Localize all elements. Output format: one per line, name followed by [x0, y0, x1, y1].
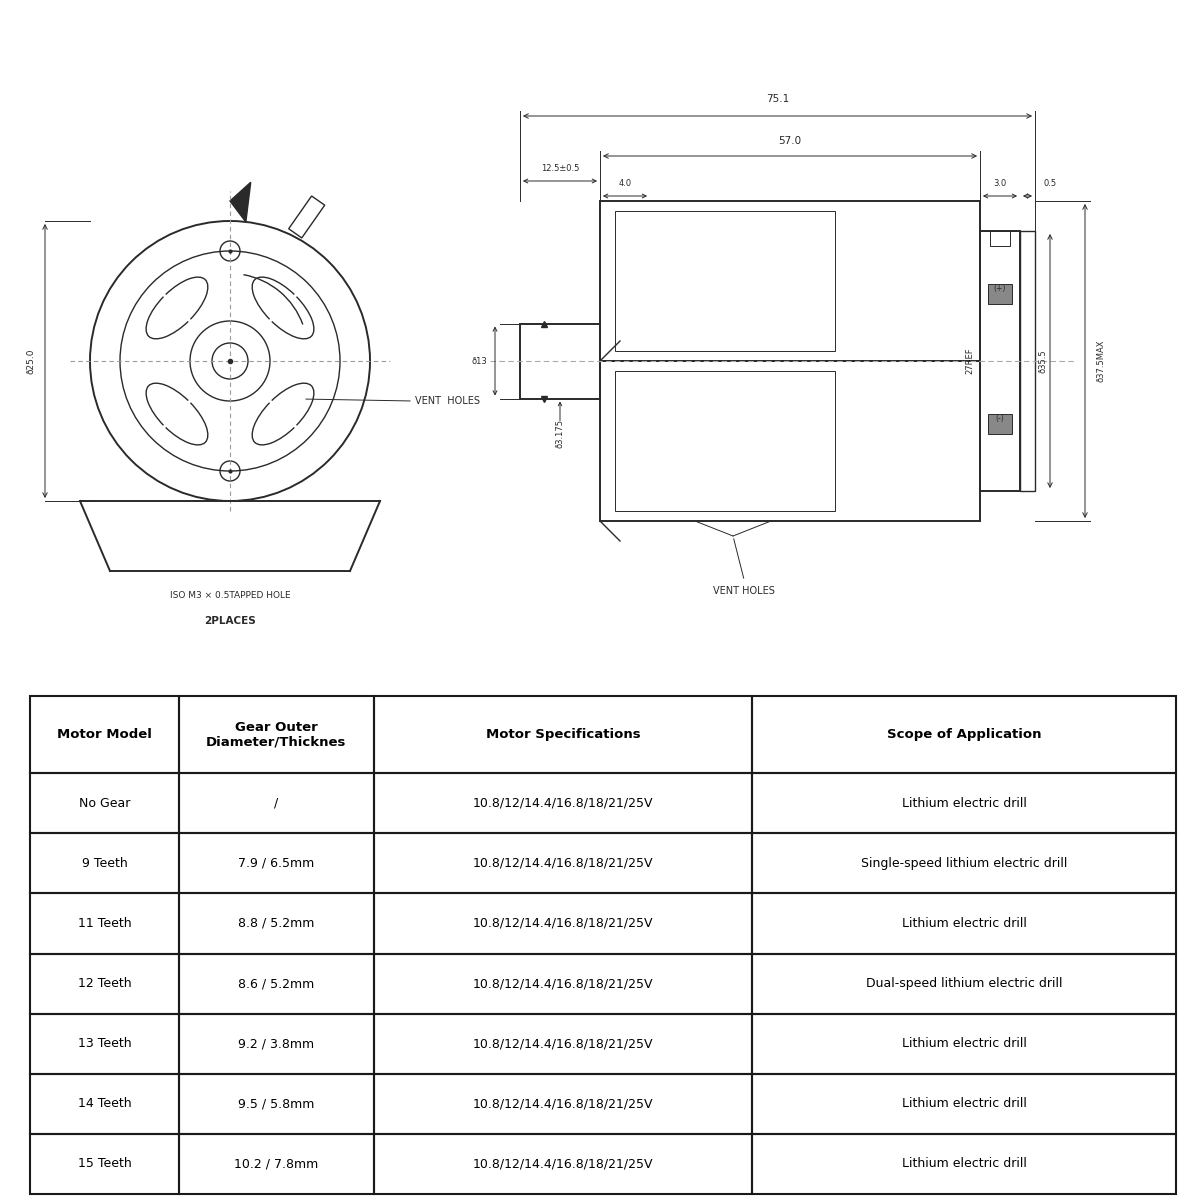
Text: 15 Teeth: 15 Teeth: [78, 1158, 131, 1170]
Text: 75.1: 75.1: [766, 94, 790, 104]
Text: 10.8/12/14.4/16.8/18/21/25V: 10.8/12/14.4/16.8/18/21/25V: [473, 1158, 653, 1170]
Bar: [752, 1134, 1176, 1194]
Bar: [30, 696, 179, 773]
Text: 10.8/12/14.4/16.8/18/21/25V: 10.8/12/14.4/16.8/18/21/25V: [473, 857, 653, 870]
Text: 0.5: 0.5: [1044, 179, 1056, 188]
Bar: [616, 371, 835, 511]
Text: 10.8/12/14.4/16.8/18/21/25V: 10.8/12/14.4/16.8/18/21/25V: [473, 797, 653, 810]
Text: 9 Teeth: 9 Teeth: [82, 857, 127, 870]
Bar: [30, 894, 179, 954]
Bar: [1020, 230, 1034, 491]
Text: No Gear: No Gear: [79, 797, 130, 810]
Bar: [752, 1074, 1176, 1134]
Bar: [752, 954, 1176, 1014]
Text: 14 Teeth: 14 Teeth: [78, 1097, 131, 1110]
Text: Lithium electric drill: Lithium electric drill: [901, 797, 1026, 810]
Text: 10.8/12/14.4/16.8/18/21/25V: 10.8/12/14.4/16.8/18/21/25V: [473, 1097, 653, 1110]
Text: (-): (-): [996, 414, 1004, 422]
Text: 2PLACES: 2PLACES: [204, 616, 256, 626]
Text: Motor Model: Motor Model: [58, 728, 152, 742]
Text: ð3.175: ð3.175: [556, 419, 564, 448]
Bar: [374, 1134, 752, 1194]
Text: 9.2 / 3.8mm: 9.2 / 3.8mm: [239, 1037, 314, 1050]
Text: 3.0: 3.0: [994, 179, 1007, 188]
Bar: [30, 833, 179, 894]
Polygon shape: [230, 182, 251, 222]
Text: 57.0: 57.0: [779, 136, 802, 146]
Text: ð37.5MAX: ð37.5MAX: [1097, 340, 1106, 383]
Bar: [752, 894, 1176, 954]
Text: 10.8/12/14.4/16.8/18/21/25V: 10.8/12/14.4/16.8/18/21/25V: [473, 917, 653, 930]
Text: ð25.0: ð25.0: [26, 348, 35, 373]
Bar: [179, 954, 374, 1014]
Bar: [179, 894, 374, 954]
Text: Lithium electric drill: Lithium electric drill: [901, 917, 1026, 930]
Bar: [289, 196, 325, 238]
Bar: [179, 696, 374, 773]
Text: Lithium electric drill: Lithium electric drill: [901, 1097, 1026, 1110]
Text: 9.5 / 5.8mm: 9.5 / 5.8mm: [239, 1097, 314, 1110]
Bar: [374, 954, 752, 1014]
Text: 8.6 / 5.2mm: 8.6 / 5.2mm: [239, 977, 314, 990]
Text: Single-speed lithium electric drill: Single-speed lithium electric drill: [860, 857, 1067, 870]
Bar: [30, 1134, 179, 1194]
Text: 8.8 / 5.2mm: 8.8 / 5.2mm: [239, 917, 314, 930]
Text: Gear Outer
Diameter/Thicknes: Gear Outer Diameter/Thicknes: [206, 720, 347, 749]
Text: 27REF: 27REF: [966, 348, 974, 374]
Text: 12.5±0.5: 12.5±0.5: [541, 164, 580, 173]
Bar: [30, 773, 179, 833]
Bar: [752, 773, 1176, 833]
Bar: [520, 324, 600, 398]
Text: 13 Teeth: 13 Teeth: [78, 1037, 131, 1050]
Bar: [988, 283, 1012, 304]
Text: Lithium electric drill: Lithium electric drill: [901, 1158, 1026, 1170]
Text: VENT  HOLES: VENT HOLES: [415, 396, 480, 406]
Text: /: /: [275, 797, 278, 810]
Bar: [374, 1074, 752, 1134]
Text: 11 Teeth: 11 Teeth: [78, 917, 131, 930]
Text: 10.8/12/14.4/16.8/18/21/25V: 10.8/12/14.4/16.8/18/21/25V: [473, 1037, 653, 1050]
Text: 12 Teeth: 12 Teeth: [78, 977, 131, 990]
Text: Dual-speed lithium electric drill: Dual-speed lithium electric drill: [865, 977, 1062, 990]
Bar: [374, 773, 752, 833]
Bar: [374, 696, 752, 773]
Text: 10.8/12/14.4/16.8/18/21/25V: 10.8/12/14.4/16.8/18/21/25V: [473, 977, 653, 990]
Text: (+): (+): [994, 283, 1006, 293]
Bar: [616, 211, 835, 350]
Bar: [980, 230, 1020, 491]
Bar: [752, 833, 1176, 894]
Bar: [179, 1014, 374, 1074]
Bar: [179, 1134, 374, 1194]
Bar: [752, 696, 1176, 773]
Text: ISO M3 × 0.5TAPPED HOLE: ISO M3 × 0.5TAPPED HOLE: [169, 592, 290, 600]
Bar: [30, 1074, 179, 1134]
Bar: [179, 773, 374, 833]
Text: 4.0: 4.0: [618, 179, 631, 188]
Bar: [988, 414, 1012, 433]
Text: 7.9 / 6.5mm: 7.9 / 6.5mm: [239, 857, 314, 870]
Bar: [30, 1014, 179, 1074]
Bar: [30, 954, 179, 1014]
Bar: [600, 200, 980, 361]
Text: VENT HOLES: VENT HOLES: [714, 586, 775, 596]
Text: Scope of Application: Scope of Application: [887, 728, 1042, 742]
Bar: [374, 833, 752, 894]
Bar: [600, 361, 980, 521]
Bar: [179, 1074, 374, 1134]
Bar: [752, 1014, 1176, 1074]
Text: Lithium electric drill: Lithium electric drill: [901, 1037, 1026, 1050]
Text: 10.2 / 7.8mm: 10.2 / 7.8mm: [234, 1158, 318, 1170]
Bar: [374, 1014, 752, 1074]
Text: ð35.5: ð35.5: [1038, 349, 1046, 373]
Bar: [374, 894, 752, 954]
Bar: [179, 833, 374, 894]
Text: ð13: ð13: [472, 356, 487, 366]
Text: Motor Specifications: Motor Specifications: [486, 728, 641, 742]
